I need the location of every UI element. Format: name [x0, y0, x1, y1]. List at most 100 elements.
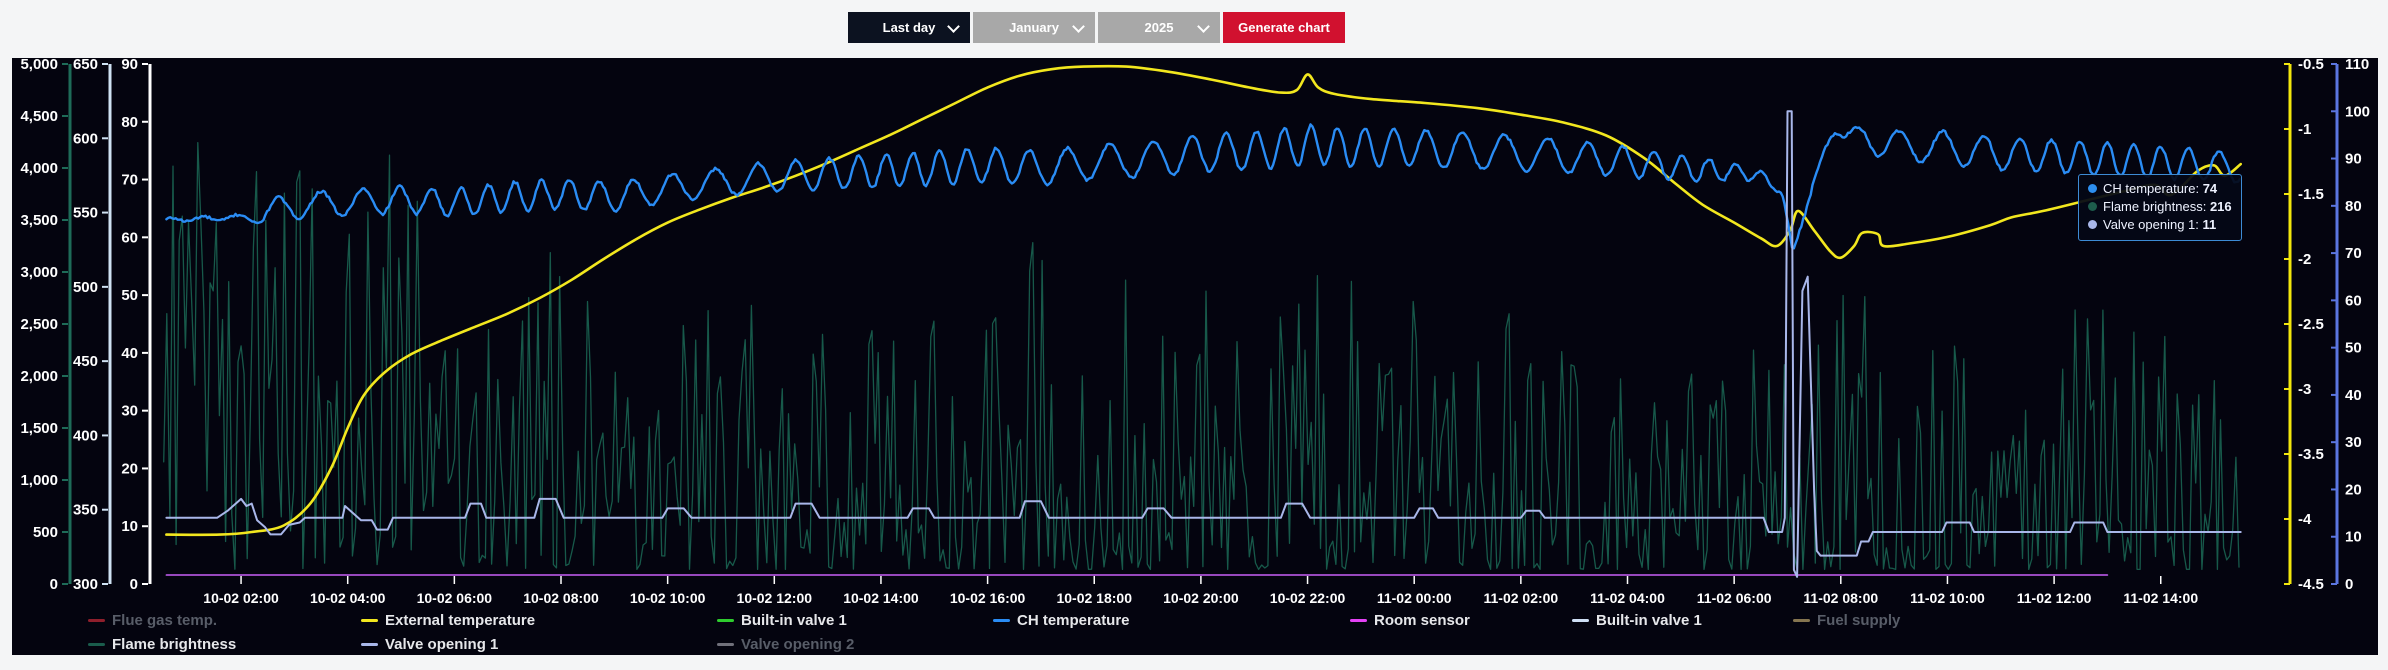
axis-tick-label: -0.5 [2298, 58, 2324, 73]
chart-plot[interactable]: 05001,0001,5002,0002,5003,0003,5004,0004… [12, 58, 2378, 614]
x-axis-label: 10-02 02:00 [203, 590, 279, 606]
tooltip-row: Flame brightness: 216 [2088, 198, 2232, 216]
axis-tick-label: 450 [73, 353, 98, 370]
x-axis-label: 10-02 04:00 [310, 590, 386, 606]
axis-tick-label: 4,500 [20, 108, 58, 125]
legend-item-room-sensor[interactable]: Room sensor [1350, 612, 1470, 629]
legend-marker-icon [88, 643, 105, 646]
axis-tick-label: 70 [2345, 245, 2362, 262]
x-axis-label: 11-02 14:00 [2123, 590, 2198, 606]
axis-tick-label: 1,500 [20, 420, 58, 437]
legend-label: Built-in valve 1 [741, 612, 847, 629]
legend-item-flue-gas-temp-[interactable]: Flue gas temp. [88, 612, 217, 629]
generate-chart-button[interactable]: Generate chart [1223, 12, 1345, 43]
legend-label: Flame brightness [112, 636, 237, 653]
axis-tick-label: 70 [121, 172, 138, 189]
legend-item-external-temperature[interactable]: External temperature [361, 612, 535, 629]
legend-marker-icon [1793, 619, 1810, 622]
period-select-value: Last day [882, 20, 936, 35]
toolbar-controls: Last day January 2025 Generate chart [848, 12, 1345, 43]
year-select[interactable]: 2025 [1098, 12, 1220, 43]
x-axis-label: 11-02 02:00 [1483, 590, 1558, 606]
legend-label: Built-in valve 1 [1596, 612, 1702, 629]
axis-tick-label: 4,000 [20, 160, 58, 177]
axis-tick-label: -1.5 [2298, 186, 2324, 203]
x-axis-label: 10-02 20:00 [1163, 590, 1239, 606]
axis-tick-label: -4.5 [2298, 576, 2324, 593]
legend-marker-icon [361, 619, 378, 622]
axis-tick-label: -2.5 [2298, 316, 2324, 333]
toolbar: Last day January 2025 Generate chart [0, 0, 2388, 58]
legend-item-ch-temperature[interactable]: CH temperature [993, 612, 1130, 629]
tooltip-row: Valve opening 1: 11 [2088, 216, 2232, 234]
month-select[interactable]: January [973, 12, 1095, 43]
series-group [163, 64, 2242, 578]
legend-marker-icon [1572, 619, 1589, 622]
series-dot-icon [2088, 184, 2097, 193]
legend-label: CH temperature [1017, 612, 1130, 629]
legend-label: External temperature [385, 612, 536, 629]
axis-tick-label: 60 [121, 229, 138, 246]
x-axis-label: 11-02 00:00 [1377, 590, 1452, 606]
legend-label: Room sensor [1374, 612, 1470, 629]
x-axis-label: 11-02 08:00 [1803, 590, 1878, 606]
x-axis-label: 10-02 16:00 [950, 590, 1026, 606]
chevron-down-icon [947, 20, 960, 33]
chart-container: 0 500 1,000 1,500 2,000 2,500 3,000 3,500 4,000 4… [12, 58, 2378, 655]
legend-marker-icon [361, 643, 378, 646]
chart-tooltip: CH temperature: 74 Flame brightness: 216 V… [2078, 174, 2242, 241]
axis-tick-label: 3,000 [20, 264, 58, 281]
axis-tick-label: 300 [73, 576, 98, 593]
legend-marker-icon [717, 619, 734, 622]
legend-item-flame-brightness[interactable]: Flame brightness [88, 636, 236, 653]
chevron-down-icon [1197, 20, 1210, 33]
axis-tick-label: -4 [2298, 511, 2312, 528]
legend-marker-icon [993, 619, 1010, 622]
x-axis-label: 10-02 14:00 [843, 590, 919, 606]
legend-item-valve-opening-1[interactable]: Valve opening 1 [361, 636, 498, 653]
x-axis-label: 10-02 12:00 [737, 590, 813, 606]
series-dot-icon [2088, 220, 2097, 229]
legend-marker-icon [88, 619, 105, 622]
axis-tick-label: -1 [2298, 121, 2311, 138]
legend-item-built-in-valve-1[interactable]: Built-in valve 1 [717, 612, 847, 629]
axis-tick-label: 100 [2345, 103, 2370, 120]
x-axis-label: 10-02 08:00 [523, 590, 599, 606]
axis-tick-label: 2,000 [20, 368, 58, 385]
legend-item-fuel-supply[interactable]: Fuel supply [1793, 612, 1900, 629]
axis-tick-label: 0 [50, 576, 58, 593]
axis-tick-label: 500 [33, 524, 58, 541]
series-flame-brightness [163, 141, 2240, 571]
x-axis-label: 11-02 06:00 [1697, 590, 1772, 606]
y-axis-mid: 300 350 400 450 500 550 600 650 [73, 58, 112, 593]
legend-label: Flue gas temp. [112, 612, 218, 629]
axis-tick-label: -3.5 [2298, 446, 2324, 463]
x-axis-label: 10-02 18:00 [1056, 590, 1132, 606]
axis-tick-label: -2 [2298, 251, 2311, 268]
axis-tick-label: 110 [2345, 58, 2369, 73]
month-select-value: January [1009, 20, 1059, 35]
x-axis-label: 11-02 04:00 [1590, 590, 1665, 606]
axis-tick-label: 650 [73, 58, 98, 73]
legend-marker-icon [1350, 619, 1367, 622]
axis-tick-label: 30 [121, 403, 138, 420]
axis-tick-label: 3,500 [20, 212, 58, 229]
axis-tick-label: 40 [121, 345, 138, 362]
year-select-value: 2025 [1144, 20, 1174, 35]
x-axis-label: 10-02 10:00 [630, 590, 706, 606]
x-axis-label: 10-02 06:00 [417, 590, 493, 606]
axis-tick-label: 80 [2345, 198, 2362, 215]
axis-tick-label: 350 [73, 502, 98, 519]
period-select[interactable]: Last day [848, 12, 970, 43]
axis-tick-label: 50 [2345, 340, 2362, 357]
axis-tick-label: 500 [73, 279, 98, 296]
axis-tick-label: 10 [2345, 529, 2362, 546]
legend-item-valve-opening-2[interactable]: Valve opening 2 [717, 636, 854, 653]
legend-item-built-in-valve-1[interactable]: Built-in valve 1 [1572, 612, 1702, 629]
series-external-temperature [165, 64, 2242, 537]
axis-tick-label: 0 [130, 576, 138, 593]
axis-tick-label: -3 [2298, 381, 2311, 398]
axis-tick-label: 10 [121, 518, 138, 535]
axis-tick-label: 90 [121, 58, 138, 73]
axis-tick-label: 2,500 [20, 316, 58, 333]
